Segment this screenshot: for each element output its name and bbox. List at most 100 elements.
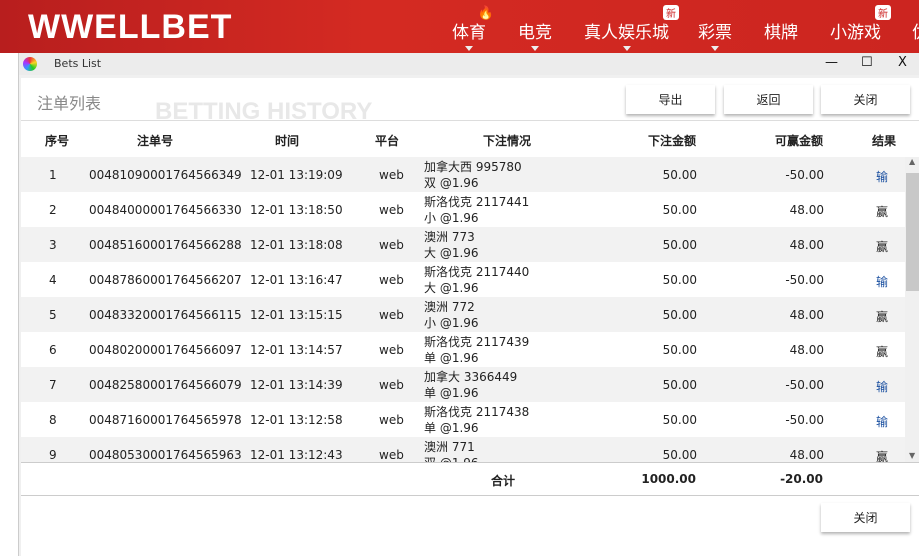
row-number: 3 <box>49 238 57 252</box>
nav-item[interactable]: 体育 🔥 <box>452 6 494 51</box>
win-amount: -50.00 <box>785 168 824 182</box>
row-number: 8 <box>49 413 57 427</box>
wellbet-logo[interactable]: WWELLBET <box>28 8 233 46</box>
stake-amount: 50.00 <box>662 448 697 462</box>
bets-table-body: 1 00481090001764566349 12-01 13:19:09 we… <box>21 157 906 462</box>
column-header[interactable]: 下注金额 <box>647 134 696 148</box>
table-row[interactable]: 7 00482580001764566079 12-01 13:14:39 we… <box>21 367 906 402</box>
table-row[interactable]: 2 00484000001764566330 12-01 13:18:50 we… <box>21 192 906 227</box>
bet-id: 00480530001764565963 <box>89 448 242 462</box>
column-header[interactable]: 平台 <box>375 134 400 148</box>
nav-item[interactable]: 棋牌 <box>764 18 798 43</box>
nav-label: 真人娱乐城 <box>584 23 669 43</box>
bet-detail: 加拿大西 995780 双 @1.96 <box>424 159 522 191</box>
bet-market: 澳洲 771 <box>424 440 475 454</box>
bet-id: 00482580001764566079 <box>89 378 242 392</box>
back-button[interactable]: 返回 <box>724 85 813 114</box>
bet-detail: 澳洲 772 小 @1.96 <box>424 299 479 331</box>
bet-market: 斯洛伐克 2117441 <box>424 195 530 209</box>
scrollbar-thumb[interactable] <box>906 173 919 291</box>
nav-item[interactable]: 彩票 <box>698 18 732 51</box>
maximize-button[interactable]: ☐ <box>861 55 873 70</box>
row-number: 7 <box>49 378 57 392</box>
total-label: 合计 <box>491 474 516 488</box>
table-header: 序号 注单号 时间 平台 下注情况 下注金额 可赢金额 结果 <box>21 120 919 156</box>
platform: web <box>379 273 404 287</box>
row-number: 2 <box>49 203 57 217</box>
bet-detail: 澳洲 771 双 @1.96 <box>424 439 479 462</box>
row-number: 6 <box>49 343 57 357</box>
bet-market: 斯洛伐克 2117438 <box>424 405 530 419</box>
new-badge: 新 <box>663 5 679 20</box>
bet-time: 12-01 13:18:50 <box>250 203 343 217</box>
table-row[interactable]: 9 00480530001764565963 12-01 13:12:43 we… <box>21 437 906 462</box>
bet-market: 斯洛伐克 2117439 <box>424 335 530 349</box>
nav-item[interactable]: 小游戏 新 <box>830 5 891 43</box>
close-window-button[interactable]: X <box>898 55 907 70</box>
dropdown-arrow-icon <box>711 46 719 51</box>
result: 赢 <box>876 205 889 219</box>
bet-id: 00487160001764565978 <box>89 413 242 427</box>
scroll-down-icon[interactable]: ▼ <box>909 451 916 460</box>
bet-id: 00487860001764566207 <box>89 273 242 287</box>
column-header[interactable]: 结果 <box>872 134 897 148</box>
bet-time: 12-01 13:15:15 <box>250 308 343 322</box>
bet-market: 加拿大西 995780 <box>424 160 522 174</box>
column-header[interactable]: 可赢金额 <box>774 134 823 148</box>
result: 输 <box>876 170 889 184</box>
bet-detail: 斯洛伐克 2117439 单 @1.96 <box>424 334 529 366</box>
win-amount: 48.00 <box>789 343 824 357</box>
scroll-up-icon[interactable]: ▲ <box>909 157 916 166</box>
table-row[interactable]: 4 00487860001764566207 12-01 13:16:47 we… <box>21 262 906 297</box>
bet-selection: 双 @1.96 <box>424 456 479 462</box>
new-badge: 新 <box>875 5 891 20</box>
column-header[interactable]: 时间 <box>275 134 300 148</box>
bet-selection: 单 @1.96 <box>424 386 479 400</box>
bet-selection: 大 @1.96 <box>424 281 479 295</box>
table-row[interactable]: 1 00481090001764566349 12-01 13:19:09 we… <box>21 157 906 192</box>
result: 赢 <box>876 450 889 462</box>
stake-amount: 50.00 <box>662 273 697 287</box>
platform: web <box>379 238 404 252</box>
bet-selection: 小 @1.96 <box>424 316 479 330</box>
total-row: 合计 1000.00 -20.00 <box>21 462 919 496</box>
nav-item[interactable]: 真人娱乐城 新 <box>584 5 679 51</box>
minimize-button[interactable]: — <box>825 55 838 70</box>
table-row[interactable]: 8 00487160001764565978 12-01 13:12:58 we… <box>21 402 906 437</box>
nav-item[interactable]: 电竞 <box>518 18 552 51</box>
close-button[interactable]: 关闭 <box>821 85 910 114</box>
platform: web <box>379 168 404 182</box>
bet-time: 12-01 13:18:08 <box>250 238 343 252</box>
bet-time: 12-01 13:19:09 <box>250 168 343 182</box>
title-bar[interactable]: Bets List — ☐ X <box>19 53 919 75</box>
bets-panel: 注单列表 BETTING HISTORY 导出 返回 关闭 序号 注单号 时间 平台下… <box>21 78 919 556</box>
column-header[interactable]: 下注情况 <box>483 134 532 148</box>
bet-selection: 小 @1.96 <box>424 211 479 225</box>
total-win: -20.00 <box>780 472 823 486</box>
stake-amount: 50.00 <box>662 308 697 322</box>
bet-id: 00480200001764566097 <box>89 343 242 357</box>
bet-id: 00484000001764566330 <box>89 203 242 217</box>
window-title: Bets List <box>54 57 102 70</box>
bet-detail: 斯洛伐克 2117440 大 @1.96 <box>424 264 529 296</box>
bet-detail: 澳洲 773 大 @1.96 <box>424 229 479 261</box>
row-number: 9 <box>49 448 57 462</box>
export-button[interactable]: 导出 <box>626 85 715 114</box>
bet-detail: 斯洛伐克 2117441 小 @1.96 <box>424 194 529 226</box>
win-amount: 48.00 <box>789 203 824 217</box>
column-header[interactable]: 序号 <box>45 134 70 148</box>
bottom-close-button[interactable]: 关闭 <box>821 503 910 532</box>
table-row[interactable]: 6 00480200001764566097 12-01 13:14:57 we… <box>21 332 906 367</box>
row-number: 4 <box>49 273 57 287</box>
table-row[interactable]: 3 00485160001764566288 12-01 13:18:08 we… <box>21 227 906 262</box>
nav-item[interactable]: 优 <box>912 18 919 43</box>
table-row[interactable]: 5 00483320001764566115 12-01 13:15:15 we… <box>21 297 906 332</box>
nav-label: 彩票 <box>698 23 732 43</box>
column-header[interactable]: 注单号 <box>137 134 174 148</box>
scrollbar[interactable]: ▲ ▼ <box>905 157 919 462</box>
stake-amount: 50.00 <box>662 413 697 427</box>
bet-time: 12-01 13:12:43 <box>250 448 343 462</box>
stake-amount: 50.00 <box>662 203 697 217</box>
flame-icon: 🔥 <box>477 6 494 21</box>
page-title: 注单列表 <box>37 94 102 113</box>
